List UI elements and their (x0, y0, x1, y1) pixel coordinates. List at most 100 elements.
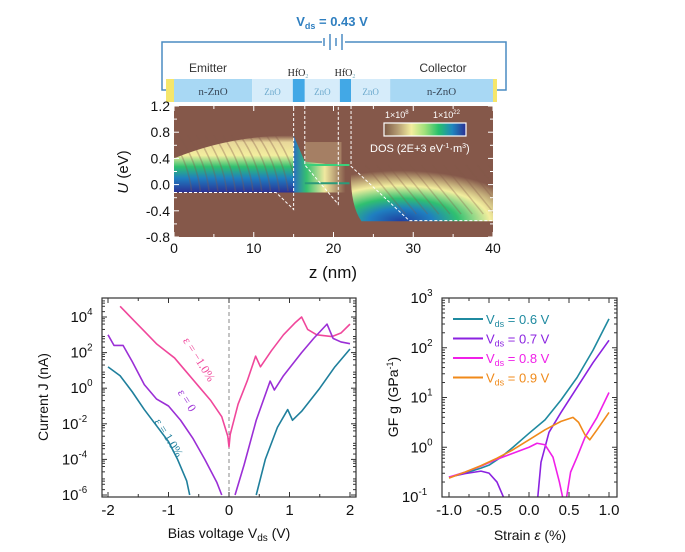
collector-dos-stripe (409, 164, 451, 215)
tick-base: 10 (62, 416, 79, 433)
tick-base: 10 (70, 309, 87, 326)
y-tick-label: 100 (410, 437, 433, 456)
emitter-dos-stripe (213, 135, 237, 192)
heatmap-ylabel: U (eV) (115, 150, 132, 193)
layer-hfo2 (292, 79, 305, 102)
legend-value: = 0.6 V (504, 312, 549, 327)
emitter-label: Emitter (189, 61, 227, 75)
y-tick-label: 100 (70, 378, 93, 397)
collector-dos-stripe (375, 164, 418, 215)
tick-base: 10 (70, 345, 87, 362)
x-tick-label: -1 (162, 502, 175, 519)
x-tick-label: 10 (246, 240, 262, 256)
tick-base: 10 (410, 340, 427, 357)
curve-annotation: ε = 0 (175, 387, 199, 415)
x-tick-label: 2 (346, 502, 354, 519)
legend-value: = 0.7 V (504, 332, 549, 347)
legend-prefix: V (486, 371, 495, 386)
emitter-dos-stripe (230, 135, 254, 192)
y-tick-label: 10-2 (62, 414, 87, 433)
legend-sub: ds (495, 339, 505, 349)
colorbar-max-label: 1×1022 (433, 110, 461, 120)
layer-contact (493, 79, 497, 102)
legend-prefix: V (486, 351, 495, 366)
layer-label: ZnO (314, 87, 331, 97)
hfo2-label-right: HfO2 (335, 68, 356, 80)
layer-zno (304, 79, 340, 102)
emitter-dos-stripe (239, 135, 263, 192)
collector-dos-stripe (454, 164, 493, 214)
legend-label: Vds = 0.9 V (486, 371, 550, 388)
plot-frame (441, 297, 618, 498)
emitter-band-edge (174, 106, 295, 211)
curve-annotation: ε = −1.0% (180, 335, 218, 384)
collector-dos-region (350, 164, 493, 222)
tick-exponent: -4 (79, 449, 88, 460)
hfo2-label-left: HfO2 (288, 68, 309, 80)
gf-series-0-9v (448, 411, 610, 479)
legend-value: = 0.9 V (504, 371, 549, 386)
gf-series-0-6v (448, 318, 610, 478)
x-tick-label: 40 (485, 240, 501, 256)
legend-label: Vds = 0.6 V (486, 312, 550, 329)
tick-exponent: 2 (427, 338, 432, 349)
tick-exponent: 0 (87, 378, 93, 389)
heatmap-marks (174, 106, 493, 222)
collector-dos-stripe (442, 164, 485, 215)
emitter-dos-stripe (178, 135, 202, 192)
layer-contact (166, 79, 174, 102)
legend-sub: ds (495, 378, 505, 388)
emitter-dos-region (174, 135, 294, 193)
y-tick-label: 101 (410, 388, 432, 407)
legend-sub: ds (495, 319, 505, 329)
jv-series--1-0- (119, 305, 351, 448)
y-tick-label: 0.0 (151, 177, 171, 193)
legend-prefix: V (486, 312, 495, 327)
gf-series (448, 318, 610, 497)
tick-base: 10 (62, 487, 79, 504)
jv-series--0-positive (234, 323, 351, 496)
collector-band-edge (350, 106, 493, 222)
jv-ylabel: Current J (nA) (35, 353, 51, 441)
collector-label: Collector (419, 61, 466, 75)
gf-series-0-7v (448, 470, 505, 497)
gf-series-0-8v (448, 442, 564, 497)
heatmap-xlabel: z (nm) (309, 263, 357, 282)
collector-dos-stripe (431, 164, 473, 215)
legend-value: = 0.8 V (504, 351, 549, 366)
tick-base: 10 (70, 380, 87, 397)
legend-prefix: V (486, 332, 495, 347)
x-tick-label: -2 (101, 502, 114, 519)
tick-exponent: -1 (419, 487, 428, 498)
jv-series--1-0- (107, 366, 191, 496)
y-tick-label: 0.8 (151, 124, 171, 140)
curve-annotation: ε = 1.0% (152, 416, 187, 460)
legend-item: Vds = 0.6 V (453, 312, 550, 329)
y-tick-label: 1.2 (151, 98, 171, 114)
x-tick-label: 30 (405, 240, 421, 256)
emitter-dos-stripe (265, 135, 289, 192)
gf-xlabel: Strain ε (%) (494, 527, 566, 543)
collector-dos-stripe (487, 164, 493, 173)
collector-dos-stripe (398, 164, 440, 215)
device-schematic: Vds = 0.43 V Emitter Collector n-ZnO ZnO Z… (161, 14, 507, 102)
y-tick-label: 10-4 (62, 449, 88, 468)
colorbar: 1×108 1×1022 DOS (2E+3 eV-1·m3) (370, 110, 470, 155)
y-tick-label: 102 (410, 338, 432, 357)
x-tick-label: 1.0 (599, 502, 620, 519)
well-upper-glow (304, 142, 342, 165)
collector-dos-stripe (364, 164, 406, 215)
y-tick-label: 103 (410, 288, 432, 307)
tick-base: 10 (402, 489, 419, 506)
tick-exponent: 0 (427, 437, 433, 448)
layer-zno (351, 79, 391, 102)
battery-icon (323, 34, 343, 50)
jv-xlabel: Bias voltage Vds (V) (168, 525, 291, 544)
emitter-dos-stripe (204, 135, 228, 192)
y-tick-label: 10-6 (62, 485, 87, 504)
